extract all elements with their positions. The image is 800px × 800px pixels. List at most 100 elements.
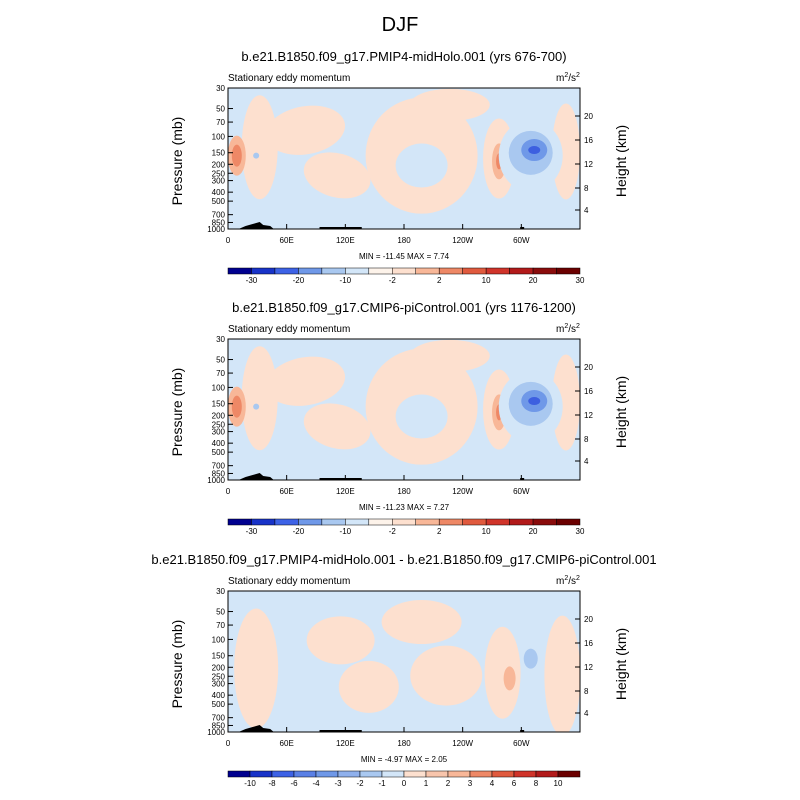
colorbar-swatch <box>513 770 537 778</box>
pos-region <box>484 626 521 719</box>
panel-2-subtitle: Stationary eddy momentum <box>228 324 350 335</box>
colorbar-swatch <box>251 518 276 526</box>
colorbar-swatch <box>321 518 346 526</box>
y-tick-label: 300 <box>212 177 226 186</box>
colorbar-swatch <box>403 770 427 778</box>
y2-tick-label: 4 <box>584 206 589 215</box>
y-tick-label: 300 <box>212 428 226 437</box>
colorbar-swatch <box>415 518 440 526</box>
pos-region <box>303 403 371 450</box>
panel-1-y2label: Height (km) <box>613 125 629 197</box>
colorbar-swatch <box>485 518 510 526</box>
colorbar-swatch <box>274 518 299 526</box>
y-tick-label: 70 <box>216 369 225 378</box>
y-tick-label: 850 <box>212 721 226 730</box>
colorbar-label: -2 <box>356 779 364 788</box>
terrain <box>319 478 362 480</box>
x-tick-label: 120E <box>336 236 355 245</box>
colorbar-swatch <box>368 267 393 275</box>
colorbar-label: -4 <box>312 779 320 788</box>
neg-core <box>523 648 538 669</box>
colorbar-label: -20 <box>293 527 305 536</box>
terrain <box>319 227 362 229</box>
colorbar-label: -10 <box>340 276 352 285</box>
colorbar-label: -10 <box>340 527 352 536</box>
colorbar-label: 30 <box>576 527 585 536</box>
colorbar-swatch <box>368 518 393 526</box>
colorbar-label: -3 <box>334 779 342 788</box>
x-tick-label: 180 <box>397 739 411 748</box>
colorbar-label: 2 <box>437 527 442 536</box>
y-tick-label: 500 <box>212 448 226 457</box>
y-tick-label: 250 <box>212 672 226 681</box>
colorbar-swatch <box>509 518 534 526</box>
terrain <box>520 478 525 480</box>
panel-2-title: b.e21.B1850.f09_g17.CMIP6-piControl.001 … <box>232 300 576 315</box>
y-tick-label: 30 <box>216 335 225 344</box>
terrain <box>520 227 525 229</box>
pos-region <box>381 600 462 645</box>
y-tick-label: 700 <box>212 462 226 471</box>
x-tick-label: 60E <box>280 739 294 748</box>
y-tick-label: 100 <box>212 383 226 392</box>
colorbar-label: -8 <box>268 779 276 788</box>
colorbar-swatch <box>392 267 416 275</box>
y-tick-label: 250 <box>212 420 226 429</box>
colorbar-swatch <box>271 770 295 778</box>
pos-region <box>544 615 580 732</box>
y-tick-label: 100 <box>212 635 226 644</box>
colorbar-swatch <box>251 267 276 275</box>
colorbar-label: 10 <box>482 527 491 536</box>
colorbar-swatch <box>462 267 487 275</box>
y2-tick-label: 16 <box>584 639 593 648</box>
x-tick-label: 60E <box>280 236 294 245</box>
panel-3-title: b.e21.B1850.f09_g17.PMIP4-midHolo.001 - … <box>151 552 656 567</box>
colorbar-swatch <box>249 770 273 778</box>
y2-tick-label: 4 <box>584 457 589 466</box>
pos-region <box>410 645 483 706</box>
y-tick-label: 400 <box>212 188 226 197</box>
y2-tick-label: 20 <box>584 615 593 624</box>
neg-region <box>395 143 448 188</box>
colorbar-swatch <box>509 267 534 275</box>
contour-field <box>228 591 580 732</box>
y-tick-label: 100 <box>212 132 226 141</box>
neg-core <box>253 403 260 410</box>
colorbar-swatch <box>227 267 252 275</box>
panel-3-ylabel: Pressure (mb) <box>169 620 185 709</box>
pos-region <box>409 88 490 121</box>
colorbar-label: 10 <box>554 779 563 788</box>
neg-region <box>395 394 448 439</box>
y2-tick-label: 20 <box>584 112 593 121</box>
colorbar-label: -2 <box>389 527 397 536</box>
y2-tick-label: 12 <box>584 663 593 672</box>
panel-3-colorbar: -10 -8 -6 -4 -3 -2 -1 0 1 2 3 4 6 8 10 <box>227 770 581 788</box>
colorbar-label: -10 <box>244 779 256 788</box>
colorbar-label: -6 <box>290 779 298 788</box>
pos-region <box>265 105 346 155</box>
colorbar-swatch <box>227 518 252 526</box>
colorbar-swatch <box>345 267 370 275</box>
pos-region <box>551 103 580 200</box>
y-tick-label: 500 <box>212 197 226 206</box>
x-tick-label: 180 <box>397 236 411 245</box>
colorbar-swatch <box>315 770 339 778</box>
y2-tick-label: 8 <box>584 435 589 444</box>
colorbar-label: 2 <box>446 779 451 788</box>
contour-field <box>228 88 580 229</box>
contour-field <box>228 339 580 480</box>
panel-3-units: m2/s2 <box>556 575 580 587</box>
x-tick-label: 60W <box>513 236 530 245</box>
colorbar-swatch <box>491 770 515 778</box>
colorbar-label: 30 <box>576 276 585 285</box>
pos-region <box>306 616 375 665</box>
colorbar-swatch <box>557 770 581 778</box>
colorbar-label: 20 <box>529 276 538 285</box>
y-tick-label: 200 <box>212 663 226 672</box>
page-title: DJF <box>382 14 419 36</box>
terrain <box>238 222 274 229</box>
y2-tick-label: 20 <box>584 363 593 372</box>
y2-tick-label: 8 <box>584 687 589 696</box>
colorbar-label: 1 <box>424 779 429 788</box>
